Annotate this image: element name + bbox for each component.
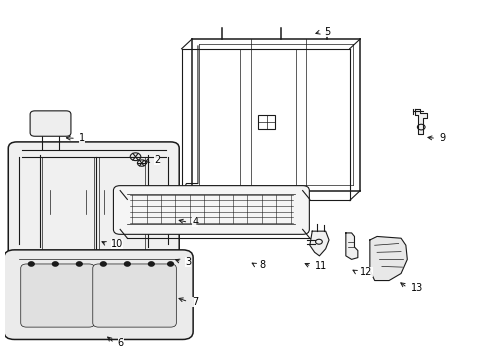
Text: 4: 4 bbox=[192, 217, 198, 227]
FancyBboxPatch shape bbox=[21, 264, 95, 327]
Text: 3: 3 bbox=[185, 257, 191, 267]
Circle shape bbox=[76, 262, 82, 266]
Text: 11: 11 bbox=[315, 261, 327, 271]
Text: 7: 7 bbox=[192, 297, 198, 307]
Circle shape bbox=[124, 262, 130, 266]
Text: 10: 10 bbox=[111, 239, 123, 249]
Text: 5: 5 bbox=[324, 27, 330, 37]
Polygon shape bbox=[346, 233, 358, 259]
Text: 13: 13 bbox=[411, 283, 423, 293]
Text: 9: 9 bbox=[440, 133, 445, 143]
FancyBboxPatch shape bbox=[4, 250, 193, 339]
Circle shape bbox=[28, 262, 34, 266]
FancyBboxPatch shape bbox=[30, 111, 71, 136]
Bar bbox=[258, 115, 275, 129]
FancyBboxPatch shape bbox=[113, 186, 309, 234]
FancyBboxPatch shape bbox=[93, 264, 176, 327]
Polygon shape bbox=[416, 109, 427, 134]
Circle shape bbox=[100, 262, 106, 266]
Text: 12: 12 bbox=[360, 267, 372, 278]
Circle shape bbox=[168, 262, 173, 266]
Text: 6: 6 bbox=[118, 338, 124, 348]
Circle shape bbox=[148, 262, 154, 266]
Text: 8: 8 bbox=[259, 260, 266, 270]
FancyBboxPatch shape bbox=[8, 142, 179, 259]
Circle shape bbox=[52, 262, 58, 266]
Text: 2: 2 bbox=[154, 154, 160, 165]
Text: 1: 1 bbox=[79, 133, 85, 143]
Polygon shape bbox=[310, 231, 329, 256]
Polygon shape bbox=[370, 237, 407, 280]
